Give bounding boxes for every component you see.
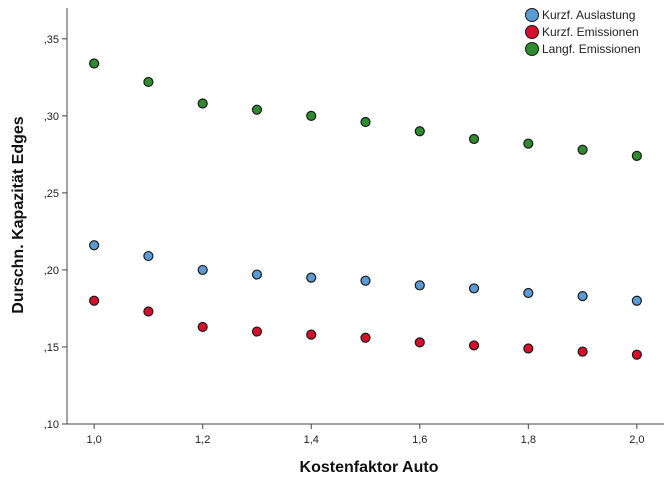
legend-marker-3 [525,42,539,56]
legend-label-2: Kurzf. Emissionen [542,25,639,39]
data-point-series-1 [414,280,425,291]
data-point-series-1 [306,272,317,283]
data-point-series-3 [523,138,534,149]
data-point-series-2 [631,349,642,360]
data-point-series-1 [251,269,263,280]
data-point-series-3 [577,144,588,155]
y-tick-label: ,15 [44,342,59,354]
data-point-series-2 [89,295,100,306]
axes [66,8,664,425]
data-point-series-2 [360,332,371,343]
x-tick-label: 1,0 [86,434,101,446]
data-point-series-1 [197,264,208,276]
data-point-series-3 [306,110,317,121]
x-tick-label: 1,8 [521,434,536,446]
data-point-series-3 [360,116,371,128]
data-point-series-2 [414,337,425,348]
y-tick-label: ,20 [44,265,59,277]
y-axis-ticks: ,10 ,15 ,20 ,25 ,30 ,35 [44,34,67,431]
data-point-series-3 [197,98,208,109]
x-axis-title: Kostenfaktor Auto [300,459,439,476]
data-point-series-3 [143,76,154,88]
data-point-series-1 [577,291,588,302]
legend-label-1: Kurzf. Auslastung [542,8,635,22]
y-tick-label: ,30 [44,111,59,123]
y-axis-title: Durschn. Kapazität Edges [10,116,27,313]
data-point-series-2 [577,346,588,357]
data-point-series-2 [251,326,263,337]
data-point-series-1 [360,275,371,286]
legend: Kurzf. Auslastung Kurzf. Emissionen Langf.… [525,8,641,56]
legend-marker-2 [525,25,539,39]
data-point-series-3 [631,150,642,162]
x-tick-label: 2,0 [629,434,644,446]
x-tick-label: 1,6 [412,434,427,446]
data-point-series-2 [468,340,480,351]
x-axis-ticks: 1,0 1,2 1,4 1,6 1,8 2,0 [86,424,645,446]
data-point-series-1 [631,295,642,306]
data-point-series-2 [306,329,317,340]
data-point-series-2 [197,321,208,333]
legend-label-3: Langf. Emissionen [542,42,641,56]
data-point-series-3 [414,126,425,137]
x-tick-label: 1,4 [304,434,319,446]
data-point-series-1 [468,283,480,294]
y-tick-label: ,25 [44,188,59,200]
y-tick-label: ,35 [44,34,59,46]
data-point-series-2 [523,343,534,354]
data-point-series-1 [523,287,534,299]
data-point-series-1 [143,250,154,262]
legend-marker-1 [525,8,539,22]
data-point-series-3 [89,58,100,69]
data-point-series-3 [251,104,263,115]
y-tick-label: ,10 [44,419,59,431]
data-points [89,58,642,360]
data-point-series-3 [468,133,480,145]
x-tick-label: 1,2 [195,434,210,446]
data-point-series-1 [89,240,100,251]
data-point-series-2 [143,306,154,317]
